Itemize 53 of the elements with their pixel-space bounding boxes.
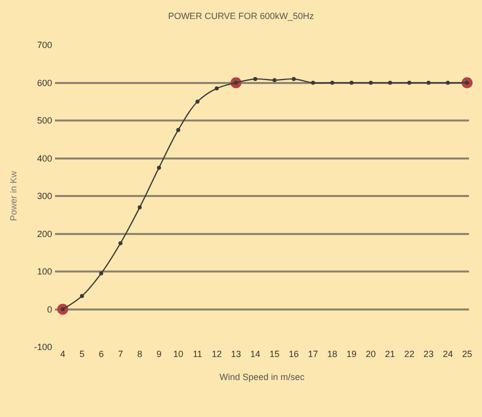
y-tick-label: 100: [37, 266, 52, 277]
y-tick-label: 500: [37, 116, 52, 126]
y-tick-label: 200: [37, 228, 52, 239]
y-tick-label: 600: [37, 78, 52, 88]
x-tick-label: 16: [288, 349, 299, 359]
x-axis-title: Wind Speed in m/sec: [219, 372, 306, 382]
point: [176, 128, 180, 132]
point: [368, 80, 373, 85]
chart-title: POWER CURVE FOR 600kW_50Hz: [168, 10, 314, 21]
point: [214, 86, 219, 90]
x-tick-label: 23: [424, 349, 434, 359]
y-tick-label: 400: [37, 153, 52, 164]
x-tick-label: 10: [173, 349, 184, 359]
x-tick-label: 20: [366, 349, 376, 359]
x-tick-label: 12: [212, 349, 222, 359]
point: [195, 100, 200, 104]
point: [253, 76, 258, 81]
point: [138, 205, 142, 210]
x-tick-label: 13: [230, 349, 242, 359]
x-tick-label: 15: [270, 349, 280, 359]
y-tick-label: 700: [37, 40, 52, 50]
y-tick-label: -100: [34, 342, 52, 352]
x-tick-label: 24: [442, 349, 453, 359]
x-tick-label: 11: [192, 349, 202, 359]
point: [80, 294, 84, 298]
point: [118, 241, 122, 246]
x-tick-label: 25: [462, 349, 472, 359]
point: [407, 80, 412, 85]
x-tick-label: 8: [137, 349, 142, 359]
y-axis-title: Power in Kw: [8, 170, 19, 222]
x-tick-label: 9: [156, 349, 162, 359]
point: [272, 78, 277, 82]
x-tick-label: 4: [60, 349, 66, 359]
x-tick-label: 6: [98, 349, 104, 359]
point: [388, 80, 392, 85]
x-tick-label: 18: [327, 349, 338, 359]
point: [446, 80, 450, 85]
point: [99, 271, 104, 276]
point: [292, 76, 296, 81]
point: [311, 80, 316, 85]
x-tick-label: 5: [79, 349, 84, 359]
point: [330, 80, 334, 85]
point: [156, 166, 161, 170]
x-tick-label: 17: [308, 349, 318, 359]
x-tick-label: 14: [250, 349, 260, 359]
point: [350, 80, 354, 85]
x-tick-label: 19: [346, 349, 357, 359]
x-tick-label: 7: [118, 349, 123, 359]
y-tick-label: 300: [37, 191, 52, 202]
y-tick-label: 0: [47, 304, 52, 314]
x-tick-label: 22: [404, 349, 414, 359]
point: [426, 80, 431, 85]
x-tick-label: 21: [385, 349, 396, 359]
